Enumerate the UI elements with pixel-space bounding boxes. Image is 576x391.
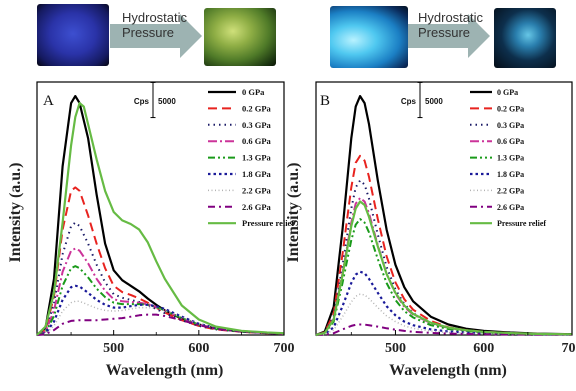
chart-panel-b: 500 600 700 Wavelength (nm) Intensity (a.u.)… <box>285 81 576 379</box>
x-tick-label: 600 <box>188 341 209 356</box>
x-axis-label: Wavelength (nm) <box>389 362 507 379</box>
arrow-right-label: Hydrostatic Pressure <box>418 10 483 40</box>
legend-entry: 2.2 GPa <box>497 186 524 195</box>
series-line-6 <box>36 300 285 336</box>
arrow-left-label-line1: Hydrostatic <box>122 10 188 25</box>
series-line-2 <box>315 179 573 336</box>
legend-entry: 2.6 GPa <box>497 203 524 212</box>
photo-left-after <box>204 8 276 66</box>
plot-frame <box>36 81 285 336</box>
series-line-4 <box>315 218 573 336</box>
arrow-left-label: Hydrostatic Pressure <box>122 10 187 40</box>
legend-entry: Pressure relief <box>242 218 294 228</box>
photo-right-after <box>494 8 556 68</box>
legend-entry: 0.6 GPa <box>497 137 524 146</box>
series-line-1 <box>315 154 573 336</box>
series-line-4 <box>36 265 285 336</box>
x-tick-label: 500 <box>103 341 124 356</box>
panel-label: B <box>320 93 330 109</box>
series-line-8 <box>36 102 285 336</box>
series-line-3 <box>36 247 285 336</box>
arrow-left <box>110 14 202 58</box>
legend-entry: 0 GPa <box>497 88 518 97</box>
series-line-5 <box>315 270 573 337</box>
legend-entry: 2.6 GPa <box>242 202 272 212</box>
legend-entry: 0.6 GPa <box>242 136 272 146</box>
scale-bar-unit: Cps <box>401 97 417 106</box>
legend-entry: 2.2 GPa <box>242 185 272 195</box>
legend-entry: 0.2 GPa <box>497 104 524 113</box>
series-line-6 <box>315 293 573 336</box>
legend-entry: Pressure relief <box>497 219 546 228</box>
legend-entry: 0.3 GPa <box>242 120 272 130</box>
legend-entry: 1.8 GPa <box>497 170 524 179</box>
x-tick-label: 700 <box>274 341 295 356</box>
scale-bar-value: 5000 <box>158 97 176 106</box>
scale-bar-unit: Cps <box>134 97 150 106</box>
series-line-2 <box>36 221 285 336</box>
arrow-left-label-line2: Pressure <box>122 25 175 40</box>
legend-entry: 1.3 GPa <box>242 153 272 163</box>
plot-frame <box>315 81 573 336</box>
arrow-right-label-line2: Pressure <box>418 25 471 40</box>
legend-entry: 0.2 GPa <box>242 103 272 113</box>
scale-bar-value: 5000 <box>425 97 443 106</box>
chart-panel-a: 500 600 700 Wavelength (nm) Intensity (a.u.)… <box>7 81 295 379</box>
photo-right-before <box>330 6 408 68</box>
x-tick-label: 500 <box>385 341 406 356</box>
legend: 0 GPa 0.2 GPa 0.3 GPa 0.6 GPa 1.3 GPa 1.8 GPa… <box>208 87 294 228</box>
legend-entry: 1.3 GPa <box>497 154 524 163</box>
legend-entry: 0 GPa <box>242 87 265 97</box>
series-line-0 <box>315 95 573 337</box>
series-line-8 <box>315 200 573 337</box>
legend-entry: 1.8 GPa <box>242 169 272 179</box>
photo-left-before <box>37 4 109 66</box>
series-line-7 <box>315 323 573 336</box>
arrow-right-label-line1: Hydrostatic <box>418 10 484 25</box>
x-axis-label: Wavelength (nm) <box>106 362 224 379</box>
y-axis-label: Intensity (a.u.) <box>285 162 302 262</box>
series-line-7 <box>36 313 285 336</box>
series-line-1 <box>36 186 285 336</box>
legend-entry: 0.3 GPa <box>497 121 524 130</box>
legend: 0 GPa 0.2 GPa 0.3 GPa 0.6 GPa 1.3 GPa 1.8 GPa… <box>470 88 546 228</box>
y-axis-label: Intensity (a.u.) <box>7 162 24 262</box>
series-line-5 <box>36 284 285 337</box>
x-tick-label: 700 <box>562 341 576 356</box>
x-tick-label: 600 <box>473 341 494 356</box>
arrow-right <box>408 14 490 58</box>
panel-label: A <box>43 93 54 109</box>
